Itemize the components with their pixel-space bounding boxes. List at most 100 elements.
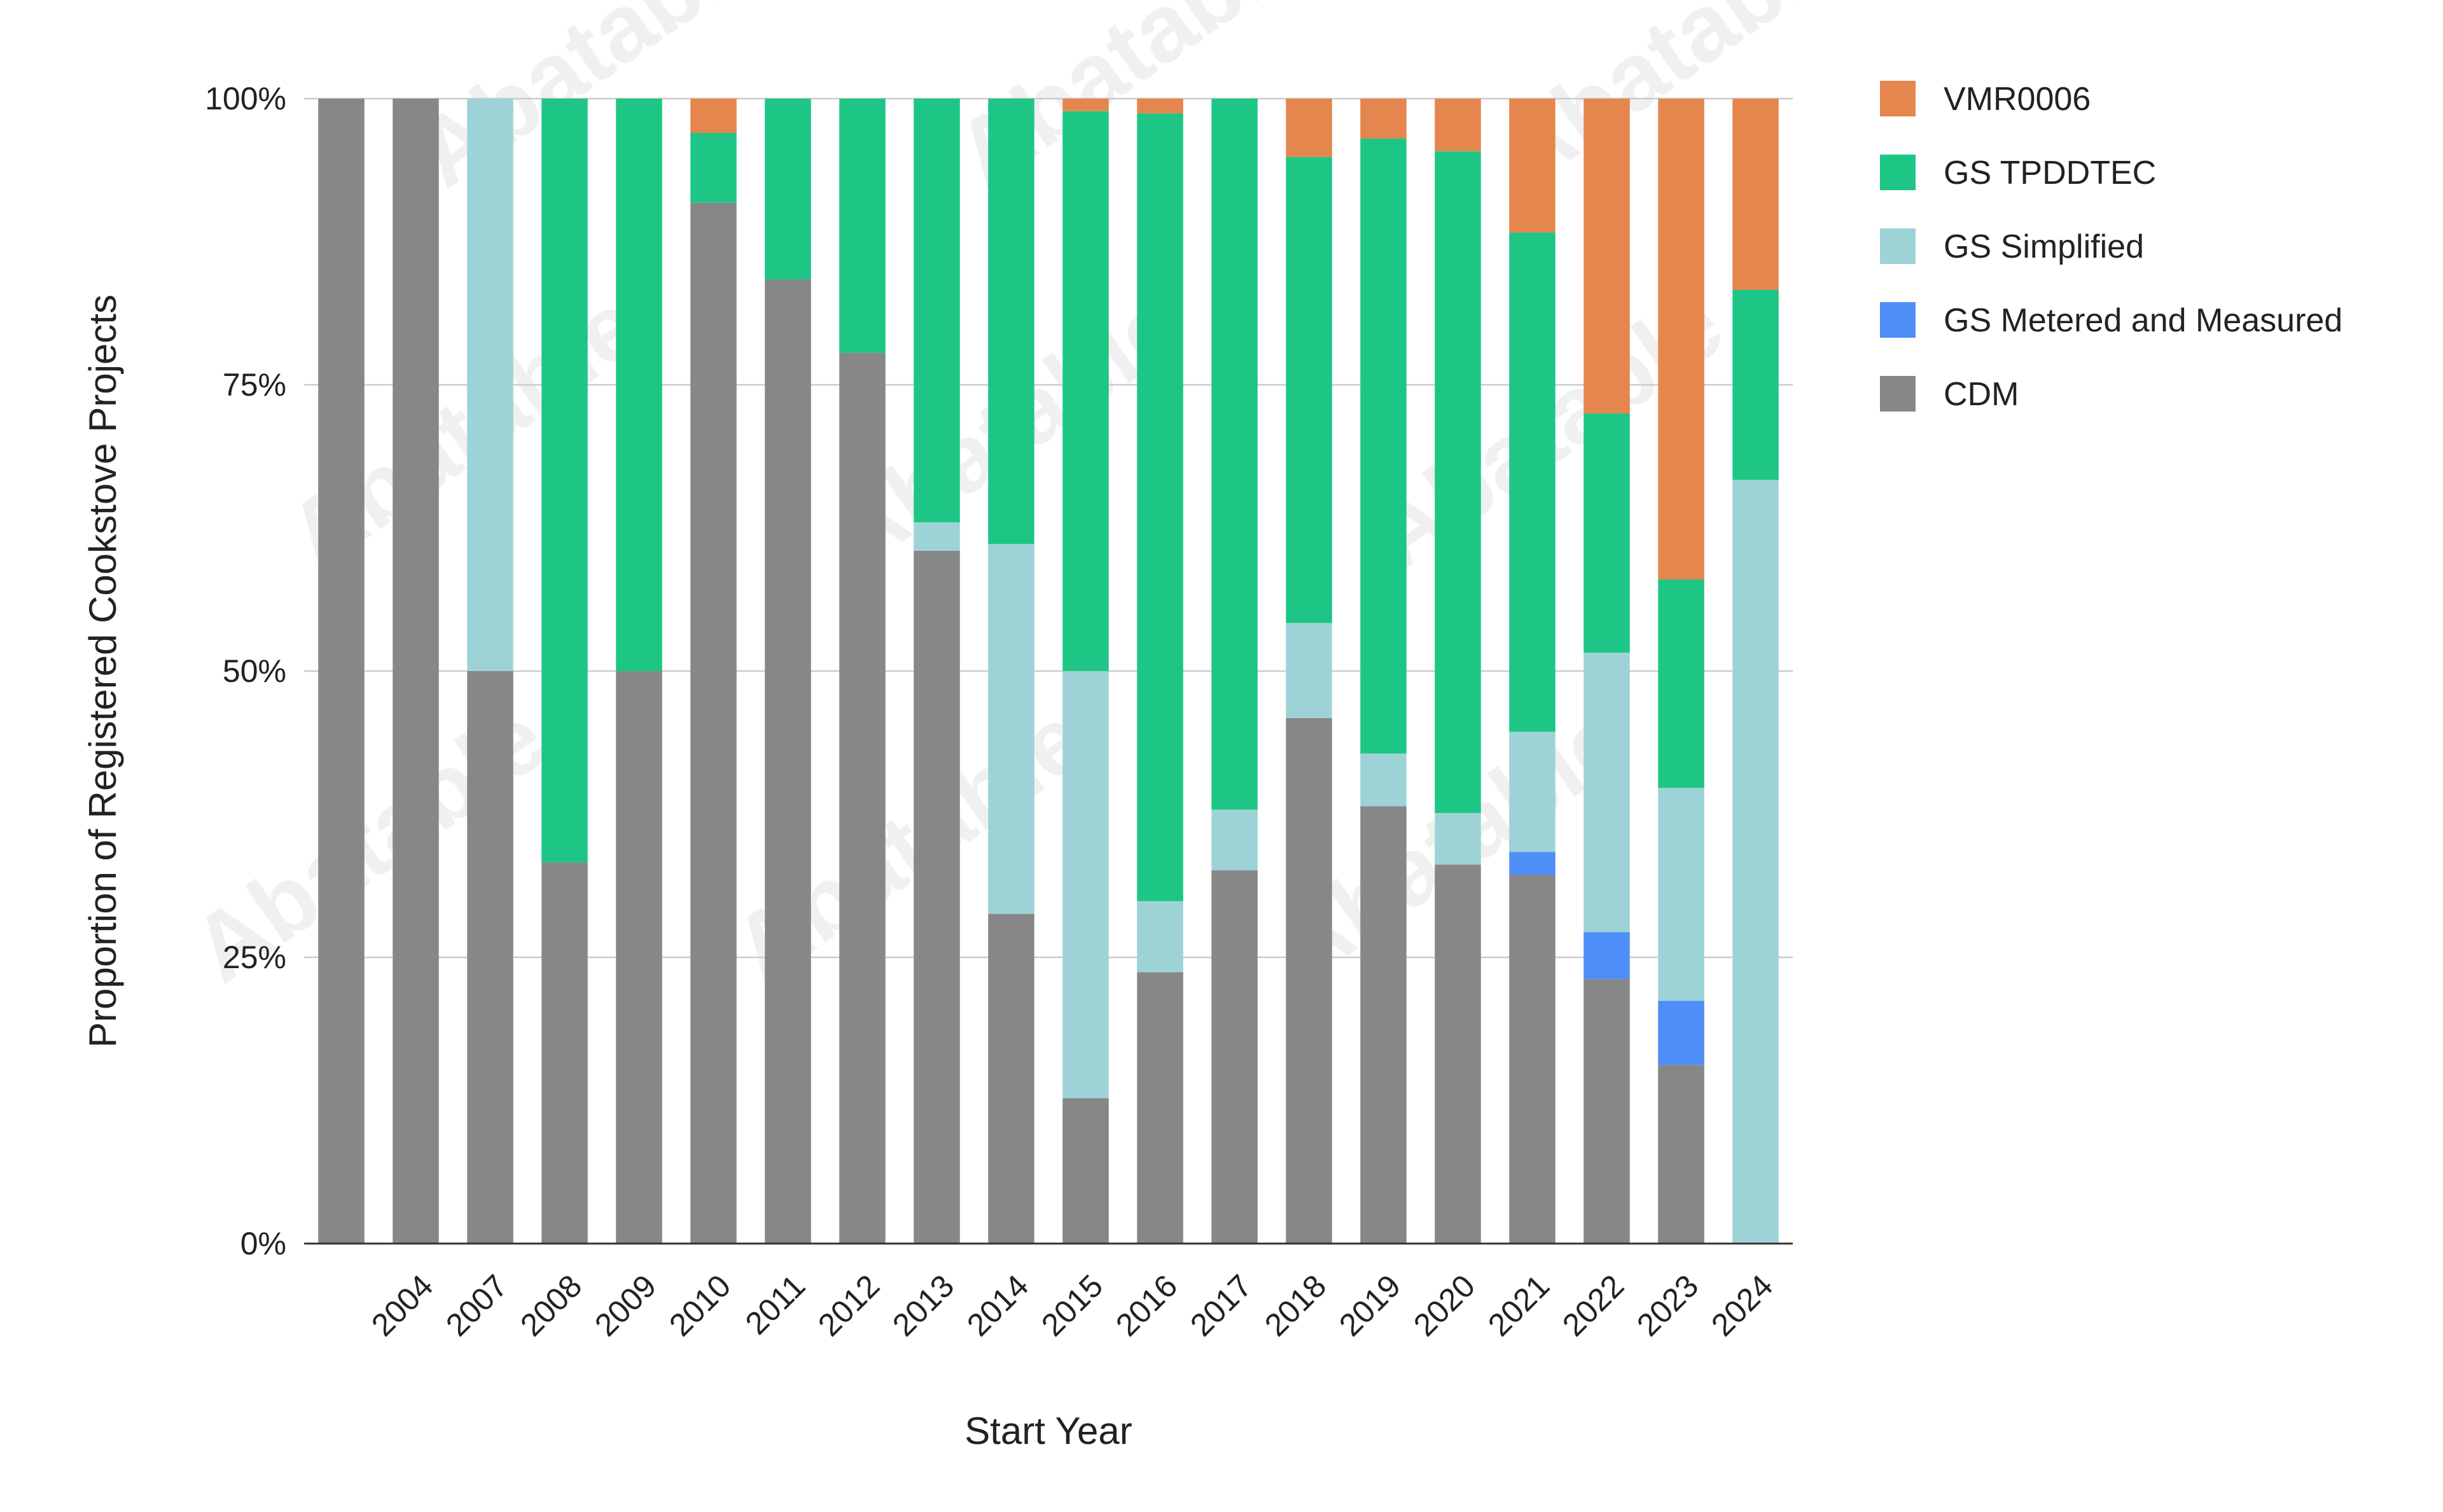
x-tick-label: 2012 xyxy=(811,1268,886,1343)
bar-segment-gs-tpddtec xyxy=(616,99,662,671)
bar-segment-gs-tpddtec xyxy=(1360,139,1407,754)
bar-segment-gs-metered-and-measured xyxy=(1583,932,1630,980)
legend-label: CDM xyxy=(1944,376,2019,413)
x-tick-label: 2015 xyxy=(1034,1268,1110,1343)
bar-segment-gs-tpddtec xyxy=(1435,151,1481,814)
bar-segment-vmr0006 xyxy=(1658,99,1704,579)
y-tick-label: 100% xyxy=(205,81,286,116)
x-tick-label: 2016 xyxy=(1109,1268,1184,1343)
legend-label: GS TPDDTEC xyxy=(1944,155,2156,191)
bar-segment-gs-tpddtec xyxy=(765,99,811,280)
legend-label: GS Metered and Measured xyxy=(1944,302,2342,339)
bar-segment-vmr0006 xyxy=(1509,99,1556,233)
legend-swatch xyxy=(1880,228,1916,264)
x-tick-label: 2008 xyxy=(513,1268,588,1343)
y-tick-label: 25% xyxy=(223,940,286,975)
bar-segment-gs-simplified xyxy=(1732,480,1779,1244)
bar-segment-gs-tpddtec xyxy=(988,99,1034,544)
bar-segment-vmr0006 xyxy=(1286,99,1332,157)
legend: VMR0006 GS TPDDTEC GS Simplified GS Metered… xyxy=(1880,81,2342,413)
gridlines xyxy=(304,97,1793,959)
bar-segment-gs-simplified xyxy=(1137,901,1183,973)
bar-segment-gs-metered-and-measured xyxy=(1658,1001,1704,1065)
x-tick-label: 2011 xyxy=(739,1268,812,1342)
bar-segment-cdm xyxy=(839,352,886,1244)
x-tick-label: 2024 xyxy=(1704,1268,1779,1343)
bar-segment-gs-tpddtec xyxy=(1509,232,1556,732)
bar-segment-vmr0006 xyxy=(1062,99,1109,111)
bar-segment-gs-tpddtec xyxy=(1583,413,1630,653)
bar-segment-gs-metered-and-measured xyxy=(1509,852,1556,875)
bar-segment-vmr0006 xyxy=(1583,99,1630,413)
bar-segment-gs-simplified xyxy=(1583,653,1630,933)
y-tick-label: 0% xyxy=(240,1226,286,1261)
x-tick-label: 2010 xyxy=(662,1268,737,1343)
bar-segment-gs-simplified xyxy=(1286,623,1332,718)
x-tick-label: 2023 xyxy=(1630,1268,1705,1343)
x-tick-label: 2009 xyxy=(588,1268,663,1343)
y-tick-label: 75% xyxy=(223,367,286,403)
bar-segment-cdm xyxy=(1509,875,1556,1244)
x-axis-title: Start Year xyxy=(964,1410,1132,1452)
bar-segment-cdm xyxy=(1211,870,1258,1244)
y-tick-label: 50% xyxy=(223,653,286,689)
bar-segment-vmr0006 xyxy=(1360,99,1407,139)
x-tick-label: 2018 xyxy=(1258,1268,1333,1343)
y-axis-ticks: 0% 25% 50% 75% 100% xyxy=(205,81,286,1261)
bar-segment-gs-simplified xyxy=(1062,671,1109,1099)
bar-segment-gs-tpddtec xyxy=(541,99,588,863)
bar-segment-gs-simplified xyxy=(1658,787,1704,1001)
x-tick-label: 2020 xyxy=(1407,1268,1482,1343)
bar-segment-cdm xyxy=(541,862,588,1244)
x-tick-label: 2022 xyxy=(1556,1268,1631,1343)
bar-segment-gs-tpddtec xyxy=(914,99,960,522)
y-axis-title: Proportion of Registered Cookstove Proje… xyxy=(81,295,124,1048)
legend-swatch xyxy=(1880,155,1916,190)
x-tick-label: 2017 xyxy=(1183,1268,1258,1343)
bar-segment-cdm xyxy=(393,99,439,1244)
bar-segment-vmr0006 xyxy=(1435,99,1481,151)
x-tick-label: 2013 xyxy=(886,1268,961,1343)
bar-segment-vmr0006 xyxy=(1137,99,1183,114)
bar-segment-gs-tpddtec xyxy=(1286,156,1332,623)
bar-segment-vmr0006 xyxy=(690,99,737,133)
x-tick-label: 2007 xyxy=(439,1268,514,1343)
bar-segment-gs-simplified xyxy=(1211,809,1258,871)
bar-series-group xyxy=(318,99,1779,1244)
bar-segment-gs-tpddtec xyxy=(839,99,886,353)
bar-segment-gs-tpddtec xyxy=(1732,289,1779,480)
x-tick-label: 2014 xyxy=(960,1268,1035,1343)
bar-segment-cdm xyxy=(988,913,1034,1244)
x-tick-label: 2021 xyxy=(1481,1268,1556,1343)
bar-segment-cdm xyxy=(1658,1065,1704,1244)
bar-segment-cdm xyxy=(1286,718,1332,1244)
legend-label: VMR0006 xyxy=(1944,81,2091,118)
bar-segment-cdm xyxy=(690,202,737,1244)
bar-segment-gs-tpddtec xyxy=(1211,99,1258,810)
legend-swatch xyxy=(1880,302,1916,338)
bar-segment-cdm xyxy=(1062,1098,1109,1244)
bar-segment-cdm xyxy=(1360,806,1407,1244)
bar-segment-gs-tpddtec xyxy=(690,133,737,203)
bar-segment-cdm xyxy=(467,671,513,1244)
bar-segment-cdm xyxy=(1583,979,1630,1244)
x-tick-label: 2019 xyxy=(1332,1268,1407,1343)
bar-segment-gs-simplified xyxy=(1435,813,1481,865)
x-tick-label: 2004 xyxy=(365,1268,440,1343)
bar-segment-cdm xyxy=(765,279,811,1244)
bar-segment-cdm xyxy=(1435,864,1481,1244)
bar-segment-gs-simplified xyxy=(1509,732,1556,852)
bar-segment-gs-simplified xyxy=(467,99,513,671)
bar-segment-vmr0006 xyxy=(1732,99,1779,290)
bar-segment-gs-simplified xyxy=(1360,753,1407,807)
bar-segment-cdm xyxy=(318,99,365,1244)
bar-segment-cdm xyxy=(914,551,960,1244)
legend-swatch xyxy=(1880,376,1916,412)
bar-segment-gs-tpddtec xyxy=(1137,113,1183,901)
bar-segment-gs-tpddtec xyxy=(1062,111,1109,672)
legend-swatch xyxy=(1880,81,1916,116)
legend-label: GS Simplified xyxy=(1944,228,2144,265)
bar-segment-cdm xyxy=(1137,972,1183,1244)
